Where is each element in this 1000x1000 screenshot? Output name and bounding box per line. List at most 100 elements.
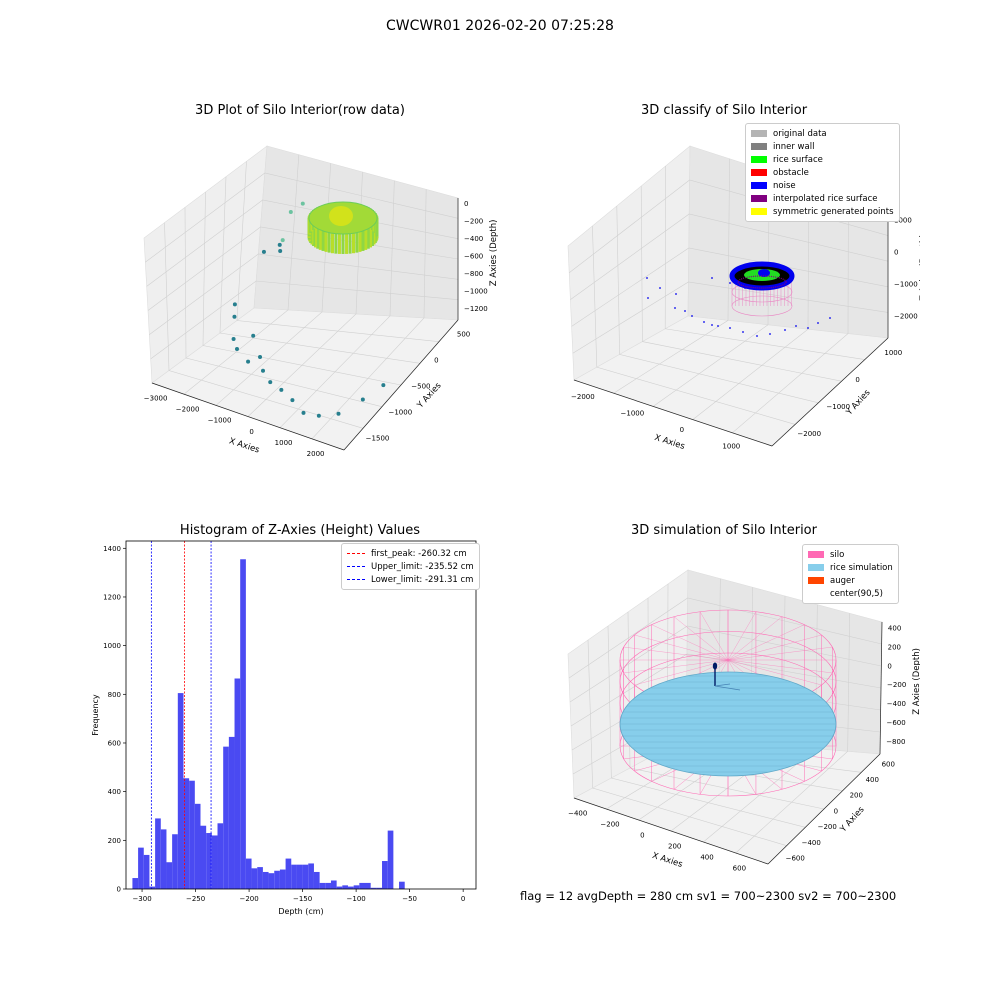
histogram-bar [376, 887, 383, 889]
noise-point [711, 277, 713, 279]
mesh-ring [731, 295, 793, 317]
status-footer: flag = 12 avgDepth = 280 cm sv1 = 700~23… [520, 889, 897, 903]
noise-point [829, 317, 831, 319]
histogram-bar [228, 736, 235, 889]
y-axis-line [343, 319, 459, 451]
silo-wire [634, 659, 729, 686]
grid-line [664, 165, 865, 360]
z-tick-label: −600 [886, 719, 905, 727]
legend-label: obstacle [773, 167, 809, 178]
auger-arm [714, 683, 731, 687]
legend-label: symmetric generated points [773, 206, 894, 217]
histogram-bar [296, 864, 303, 889]
y-axis-title: Frequency [91, 694, 100, 736]
legend-entry: Lower_limit: -291.31 cm [347, 573, 474, 586]
noise-point [817, 322, 819, 324]
y-tick-label: 1400 [103, 545, 121, 553]
surface-peak [329, 206, 353, 226]
histogram-bar [313, 871, 320, 889]
histogram-bar [143, 854, 150, 889]
data-point [261, 249, 266, 254]
silo-wire [623, 659, 729, 674]
y-tick-label: 800 [108, 691, 121, 699]
legend-swatch [751, 130, 767, 137]
legend-label: noise [773, 180, 796, 191]
grid-line [570, 213, 889, 300]
silo-wire [673, 616, 729, 661]
noise-point [717, 325, 719, 327]
y-tick-label: 600 [882, 760, 895, 768]
noise-point [659, 287, 661, 289]
legend-label: Upper_limit: -235.52 cm [371, 561, 474, 572]
y-tick-label: −2000 [797, 430, 821, 438]
silo-wire [727, 646, 833, 661]
silo-wire [623, 646, 729, 661]
silo-wire [727, 624, 805, 661]
plot1-title: 3D Plot of Silo Interior(row data) [195, 103, 405, 118]
grid-line [735, 613, 850, 854]
x-tick-label: −2000 [571, 393, 595, 401]
x-axis-title: X Axies [651, 851, 684, 870]
grid-line [236, 161, 440, 342]
z-tick-label: −2000 [894, 313, 918, 321]
noise-point [684, 310, 686, 312]
noise-point [711, 324, 713, 326]
y-tick-label: −1500 [366, 434, 390, 442]
z-tick-label: 0 [887, 662, 891, 670]
z-axis-title: Z Axies (Depth) [912, 648, 920, 715]
y-axis-title: Y Axies [838, 804, 867, 835]
data-point [280, 238, 285, 243]
silo-wire [651, 624, 729, 661]
data-point [316, 413, 321, 418]
y-tick-label: −600 [786, 855, 805, 863]
z-tick-label: 0 [894, 249, 898, 257]
x-tick-label: 2000 [307, 450, 325, 458]
legend-swatch [751, 195, 767, 202]
histogram-bar [240, 559, 246, 889]
legend-swatch [808, 577, 824, 584]
histogram-bar [194, 803, 201, 889]
data-point [246, 359, 251, 364]
z-tick-label: −400 [464, 235, 483, 243]
z-axis-line [879, 621, 883, 755]
noise-point [756, 335, 758, 337]
legend-entry: original data [751, 127, 894, 140]
z-histogram: −300 −250 −200 −150 −100 −50 0 0 200 400 600 800 100… [91, 540, 477, 916]
noise-point [729, 327, 731, 329]
x-tick-label: −1000 [208, 417, 232, 425]
noise-ring [729, 261, 795, 291]
y-tick-label: 200 [850, 792, 863, 800]
noise-point [795, 325, 797, 327]
z-tick-label: −1000 [464, 287, 488, 295]
noise-point [675, 293, 677, 295]
grid-line [145, 172, 459, 263]
x-tick-label: −300 [132, 895, 151, 903]
silo-wire [699, 611, 729, 661]
x-tick-label: 0 [640, 831, 644, 839]
noise-point [744, 287, 746, 289]
data-point [268, 380, 273, 385]
data-point [300, 201, 305, 206]
legend-entry: symmetric generated points [751, 205, 894, 218]
figure-title: CWCWR01 2026-02-20 07:25:28 [386, 18, 614, 34]
grid-line [653, 171, 770, 407]
histogram-bar [342, 885, 348, 889]
x-tick-label: −100 [347, 895, 366, 903]
x-tick-label: −3000 [144, 394, 168, 402]
grid-line [572, 281, 889, 354]
histogram-bar [200, 825, 207, 889]
histogram-bar [132, 878, 139, 889]
legend-swatch [751, 169, 767, 176]
histogram-bar [291, 864, 297, 889]
simulation-legend: silo rice simulation auger center(90,5) [802, 544, 899, 604]
x-tick-label: 0 [461, 895, 465, 903]
histogram-bar [268, 873, 275, 889]
noise-point [703, 321, 705, 323]
data-point [277, 242, 282, 247]
z-tick-label: 400 [888, 625, 901, 633]
histogram-bar [183, 778, 190, 889]
y-tick-label: 0 [834, 807, 838, 815]
z-tick-label: 1000 [894, 217, 912, 225]
x-tick-label: −200 [239, 895, 258, 903]
x-tick-label: 0 [680, 426, 684, 434]
